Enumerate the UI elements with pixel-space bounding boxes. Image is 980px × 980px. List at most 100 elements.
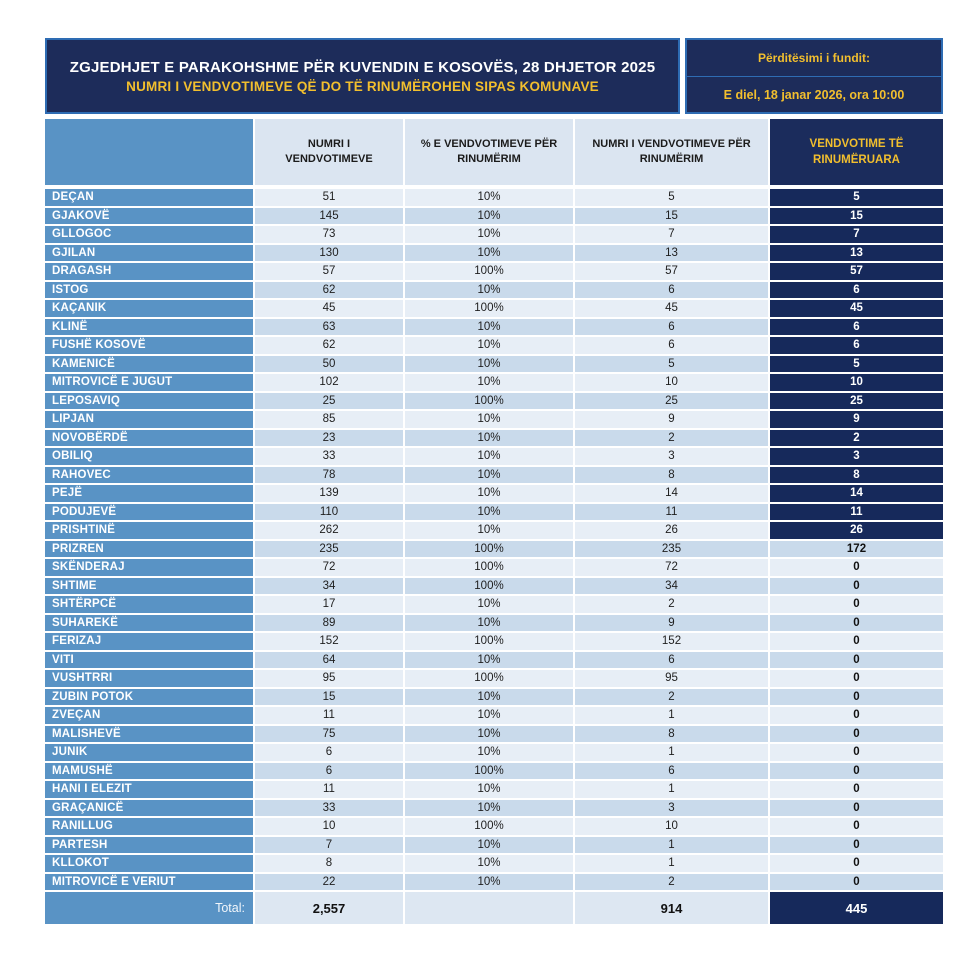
for-recount-cell: 152 bbox=[575, 633, 768, 650]
stations-cell: 45 bbox=[255, 300, 403, 317]
for-recount-cell: 9 bbox=[575, 614, 768, 631]
stations-cell: 6 bbox=[255, 744, 403, 761]
for-recount-cell: 1 bbox=[575, 707, 768, 724]
recounted-cell: 6 bbox=[770, 281, 943, 298]
pct-cell: 10% bbox=[405, 207, 573, 224]
pct-cell: 10% bbox=[405, 374, 573, 391]
stations-cell: 110 bbox=[255, 503, 403, 520]
stations-cell: 34 bbox=[255, 577, 403, 594]
for-recount-cell: 6 bbox=[575, 337, 768, 354]
last-update-box: Përditësimi i fundit: E diel, 18 janar 2… bbox=[685, 38, 943, 114]
last-update-label-cell: Përditësimi i fundit: bbox=[687, 40, 941, 76]
table-row: GLLOGOC 73 10% 7 7 bbox=[45, 226, 943, 243]
stations-cell: 72 bbox=[255, 559, 403, 576]
title-block: ZGJEDHJET E PARAKOHSHME PËR KUVENDIN E K… bbox=[45, 38, 680, 114]
table-row: GJILAN 130 10% 13 13 bbox=[45, 244, 943, 261]
recounted-cell: 0 bbox=[770, 707, 943, 724]
pct-cell: 10% bbox=[405, 707, 573, 724]
stations-cell: 62 bbox=[255, 337, 403, 354]
stations-cell: 139 bbox=[255, 485, 403, 502]
recounted-cell: 0 bbox=[770, 799, 943, 816]
recounted-cell: 5 bbox=[770, 189, 943, 206]
recounted-cell: 0 bbox=[770, 559, 943, 576]
table-body: DEÇAN 51 10% 5 5 GJAKOVË 145 10% 15 15 GLLOGOC 73 10… bbox=[45, 189, 943, 890]
for-recount-cell: 5 bbox=[575, 189, 768, 206]
pct-cell: 10% bbox=[405, 503, 573, 520]
for-recount-cell: 2 bbox=[575, 596, 768, 613]
recounted-cell: 6 bbox=[770, 337, 943, 354]
pct-cell: 10% bbox=[405, 688, 573, 705]
for-recount-cell: 6 bbox=[575, 281, 768, 298]
stations-cell: 145 bbox=[255, 207, 403, 224]
page-title: ZGJEDHJET E PARAKOHSHME PËR KUVENDIN E K… bbox=[69, 58, 656, 76]
total-recounted: 445 bbox=[770, 892, 943, 924]
table-row: PARTESH 7 10% 1 0 bbox=[45, 836, 943, 853]
for-recount-cell: 1 bbox=[575, 781, 768, 798]
title-band: ZGJEDHJET E PARAKOHSHME PËR KUVENDIN E K… bbox=[45, 38, 943, 114]
stations-cell: 262 bbox=[255, 522, 403, 539]
pct-cell: 10% bbox=[405, 522, 573, 539]
table-row: MITROVICË E VERIUT 22 10% 2 0 bbox=[45, 873, 943, 890]
for-recount-cell: 9 bbox=[575, 411, 768, 428]
municipality-cell: GJILAN bbox=[45, 244, 253, 261]
pct-cell: 100% bbox=[405, 540, 573, 557]
last-update-label: Përditësimi i fundit: bbox=[757, 51, 870, 65]
table-row: SUHAREKË 89 10% 9 0 bbox=[45, 614, 943, 631]
pct-cell: 10% bbox=[405, 485, 573, 502]
table-row: ZUBIN POTOK 15 10% 2 0 bbox=[45, 688, 943, 705]
municipality-cell: PODUJEVË bbox=[45, 503, 253, 520]
municipality-cell: MITROVICË E VERIUT bbox=[45, 873, 253, 890]
stations-cell: 51 bbox=[255, 189, 403, 206]
recounted-cell: 0 bbox=[770, 725, 943, 742]
table-row: PODUJEVË 110 10% 11 11 bbox=[45, 503, 943, 520]
total-stations: 2,557 bbox=[255, 892, 403, 924]
pct-cell: 100% bbox=[405, 577, 573, 594]
recounted-cell: 0 bbox=[770, 651, 943, 668]
recounted-cell: 0 bbox=[770, 744, 943, 761]
stations-cell: 152 bbox=[255, 633, 403, 650]
stations-cell: 102 bbox=[255, 374, 403, 391]
stations-cell: 50 bbox=[255, 355, 403, 372]
pct-cell: 100% bbox=[405, 633, 573, 650]
recounted-cell: 0 bbox=[770, 873, 943, 890]
table-row: ZVEÇAN 11 10% 1 0 bbox=[45, 707, 943, 724]
stations-cell: 63 bbox=[255, 318, 403, 335]
for-recount-cell: 2 bbox=[575, 873, 768, 890]
table-row: KAMENICË 50 10% 5 5 bbox=[45, 355, 943, 372]
pct-cell: 10% bbox=[405, 318, 573, 335]
table-row: MAMUSHË 6 100% 6 0 bbox=[45, 762, 943, 779]
table-row: OBILIQ 33 10% 3 3 bbox=[45, 448, 943, 465]
for-recount-cell: 6 bbox=[575, 651, 768, 668]
recounted-cell: 5 bbox=[770, 355, 943, 372]
recounted-cell: 13 bbox=[770, 244, 943, 261]
recounted-cell: 9 bbox=[770, 411, 943, 428]
stations-cell: 89 bbox=[255, 614, 403, 631]
table-row: GJAKOVË 145 10% 15 15 bbox=[45, 207, 943, 224]
table-row: JUNIK 6 10% 1 0 bbox=[45, 744, 943, 761]
municipality-cell: GRAÇANICË bbox=[45, 799, 253, 816]
municipality-cell: PRISHTINË bbox=[45, 522, 253, 539]
stations-cell: 8 bbox=[255, 855, 403, 872]
column-header-recounted: VENDVOTIME TË RINUMËRUARA bbox=[770, 119, 943, 185]
recount-table: ZGJEDHJET E PARAKOHSHME PËR KUVENDIN E K… bbox=[45, 38, 943, 924]
total-pct bbox=[405, 892, 573, 924]
stations-cell: 62 bbox=[255, 281, 403, 298]
pct-cell: 10% bbox=[405, 281, 573, 298]
table-row: FUSHË KOSOVË 62 10% 6 6 bbox=[45, 337, 943, 354]
pct-cell: 10% bbox=[405, 337, 573, 354]
municipality-cell: PARTESH bbox=[45, 836, 253, 853]
pct-cell: 10% bbox=[405, 781, 573, 798]
for-recount-cell: 14 bbox=[575, 485, 768, 502]
municipality-cell: OBILIQ bbox=[45, 448, 253, 465]
stations-cell: 17 bbox=[255, 596, 403, 613]
for-recount-cell: 8 bbox=[575, 725, 768, 742]
column-header-municipality bbox=[45, 119, 253, 185]
for-recount-cell: 34 bbox=[575, 577, 768, 594]
stations-cell: 11 bbox=[255, 707, 403, 724]
pct-cell: 100% bbox=[405, 670, 573, 687]
recounted-cell: 0 bbox=[770, 781, 943, 798]
table-row: RAHOVEC 78 10% 8 8 bbox=[45, 466, 943, 483]
for-recount-cell: 5 bbox=[575, 355, 768, 372]
recounted-cell: 8 bbox=[770, 466, 943, 483]
column-header-for-recount: NUMRI I VENDVOTIMEVE PËR RINUMËRIM bbox=[575, 119, 768, 185]
